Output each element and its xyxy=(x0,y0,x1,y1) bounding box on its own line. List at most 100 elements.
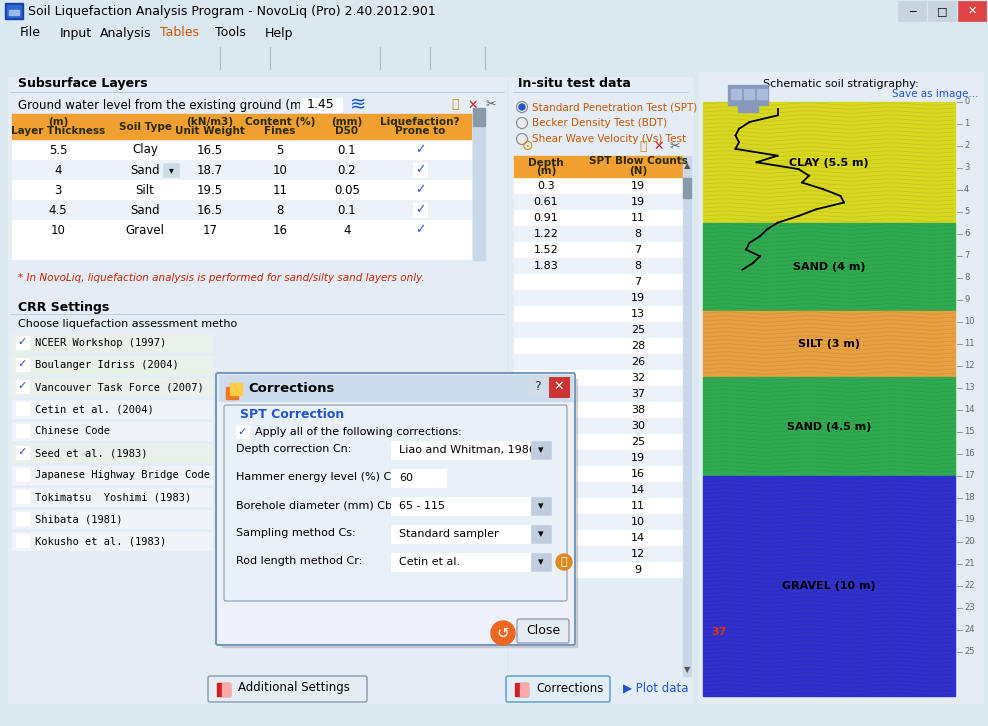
Bar xyxy=(12,466,212,484)
Text: 7: 7 xyxy=(964,251,969,261)
Text: D50: D50 xyxy=(336,126,359,136)
Text: SAND (4 m): SAND (4 m) xyxy=(792,262,865,272)
Bar xyxy=(391,469,446,487)
Text: Rod length method Cr:: Rod length method Cr: xyxy=(236,556,363,566)
Text: 26: 26 xyxy=(631,357,645,367)
FancyBboxPatch shape xyxy=(506,676,610,702)
Text: Close: Close xyxy=(526,624,560,637)
Circle shape xyxy=(556,554,572,570)
Text: 16: 16 xyxy=(964,449,974,459)
Text: 6: 6 xyxy=(964,229,969,239)
Text: 9: 9 xyxy=(964,295,969,304)
Text: 11: 11 xyxy=(631,501,645,511)
Text: 3: 3 xyxy=(54,184,61,197)
Text: 3: 3 xyxy=(964,163,969,173)
Bar xyxy=(413,203,427,217)
Bar xyxy=(549,377,569,397)
Text: 16.5: 16.5 xyxy=(197,203,223,216)
Text: 5: 5 xyxy=(277,144,284,157)
Text: □: □ xyxy=(937,6,947,16)
Text: 65 - 115: 65 - 115 xyxy=(399,501,445,511)
Text: 30: 30 xyxy=(631,421,645,431)
Text: Soil Liquefaction Analysis Program - NovoLiq (Pro) 2.40.2012.901: Soil Liquefaction Analysis Program - Nov… xyxy=(28,4,436,17)
Bar xyxy=(514,354,685,370)
Bar xyxy=(514,466,685,482)
Text: 10: 10 xyxy=(964,317,974,327)
Bar xyxy=(520,683,528,696)
Bar xyxy=(514,370,685,386)
Text: 22: 22 xyxy=(964,582,974,590)
Text: 1.22: 1.22 xyxy=(534,229,558,239)
Bar xyxy=(531,553,551,571)
Text: Schematic soil stratigraphy:: Schematic soil stratigraphy: xyxy=(763,79,919,89)
Bar xyxy=(473,114,485,260)
Bar xyxy=(5,3,23,19)
Bar xyxy=(514,178,685,194)
Bar xyxy=(531,525,551,543)
Text: Unit Weight: Unit Weight xyxy=(175,126,245,136)
Text: 4.5: 4.5 xyxy=(48,203,67,216)
Text: 18: 18 xyxy=(964,494,974,502)
Bar xyxy=(9,10,19,15)
Text: Subsurface Layers: Subsurface Layers xyxy=(18,77,147,90)
Bar xyxy=(12,334,212,352)
Text: Depth correction Cn:: Depth correction Cn: xyxy=(236,444,352,454)
Text: ✕: ✕ xyxy=(967,6,977,16)
Text: 8: 8 xyxy=(634,261,641,271)
Text: 0.91: 0.91 xyxy=(534,213,558,223)
Text: 15: 15 xyxy=(964,428,974,436)
Bar xyxy=(514,450,685,466)
Text: 1.52: 1.52 xyxy=(534,245,558,255)
Text: Depth: Depth xyxy=(529,158,564,168)
Text: 1.45: 1.45 xyxy=(307,99,335,112)
Text: Clay: Clay xyxy=(132,144,158,157)
Text: SPT Correction: SPT Correction xyxy=(240,409,344,422)
Text: ✓: ✓ xyxy=(18,381,28,391)
Text: 19.5: 19.5 xyxy=(197,184,223,197)
Bar xyxy=(12,140,472,160)
Bar xyxy=(12,488,212,506)
Text: ✓: ✓ xyxy=(415,224,425,237)
Bar xyxy=(703,223,955,311)
Text: Hammer energy level (%) Ce:: Hammer energy level (%) Ce: xyxy=(236,472,402,482)
Bar xyxy=(222,379,577,647)
Text: 0.05: 0.05 xyxy=(334,184,360,197)
Text: Sand: Sand xyxy=(130,203,160,216)
Text: 16: 16 xyxy=(631,469,645,479)
Bar xyxy=(514,242,685,258)
Bar xyxy=(514,546,685,562)
Text: Borehole diameter (mm) Cb:: Borehole diameter (mm) Cb: xyxy=(236,500,395,510)
Text: CLAY (5.5 m): CLAY (5.5 m) xyxy=(789,158,868,168)
Bar xyxy=(514,530,685,546)
Bar xyxy=(12,400,212,418)
Text: Corrections: Corrections xyxy=(536,682,604,695)
Text: Shear Wave Velocity (Vs) Test: Shear Wave Velocity (Vs) Test xyxy=(532,134,686,144)
Text: 4: 4 xyxy=(54,163,61,176)
Bar xyxy=(391,553,551,571)
Text: 0.3: 0.3 xyxy=(537,181,555,191)
Text: Choose liquefaction assessment metho: Choose liquefaction assessment metho xyxy=(18,319,237,329)
Text: ✕: ✕ xyxy=(553,380,564,393)
Bar xyxy=(12,114,472,140)
Bar xyxy=(514,434,685,450)
Bar xyxy=(683,178,691,198)
Bar xyxy=(12,180,472,200)
Bar xyxy=(514,498,685,514)
Text: 0.1: 0.1 xyxy=(338,144,357,157)
Bar xyxy=(16,358,29,371)
Bar xyxy=(703,311,955,377)
Bar xyxy=(16,534,29,547)
Text: ▼: ▼ xyxy=(684,666,691,674)
Text: Corrections: Corrections xyxy=(248,381,334,394)
Text: 25: 25 xyxy=(631,437,645,447)
Bar xyxy=(514,226,685,242)
Text: 0: 0 xyxy=(964,97,969,107)
Bar xyxy=(217,683,230,696)
Text: 10: 10 xyxy=(50,224,65,237)
Bar xyxy=(683,156,691,676)
Bar xyxy=(958,1,986,21)
Text: Content (%): Content (%) xyxy=(245,117,315,127)
Bar xyxy=(514,514,685,530)
Bar xyxy=(413,223,427,237)
Bar xyxy=(703,102,955,223)
